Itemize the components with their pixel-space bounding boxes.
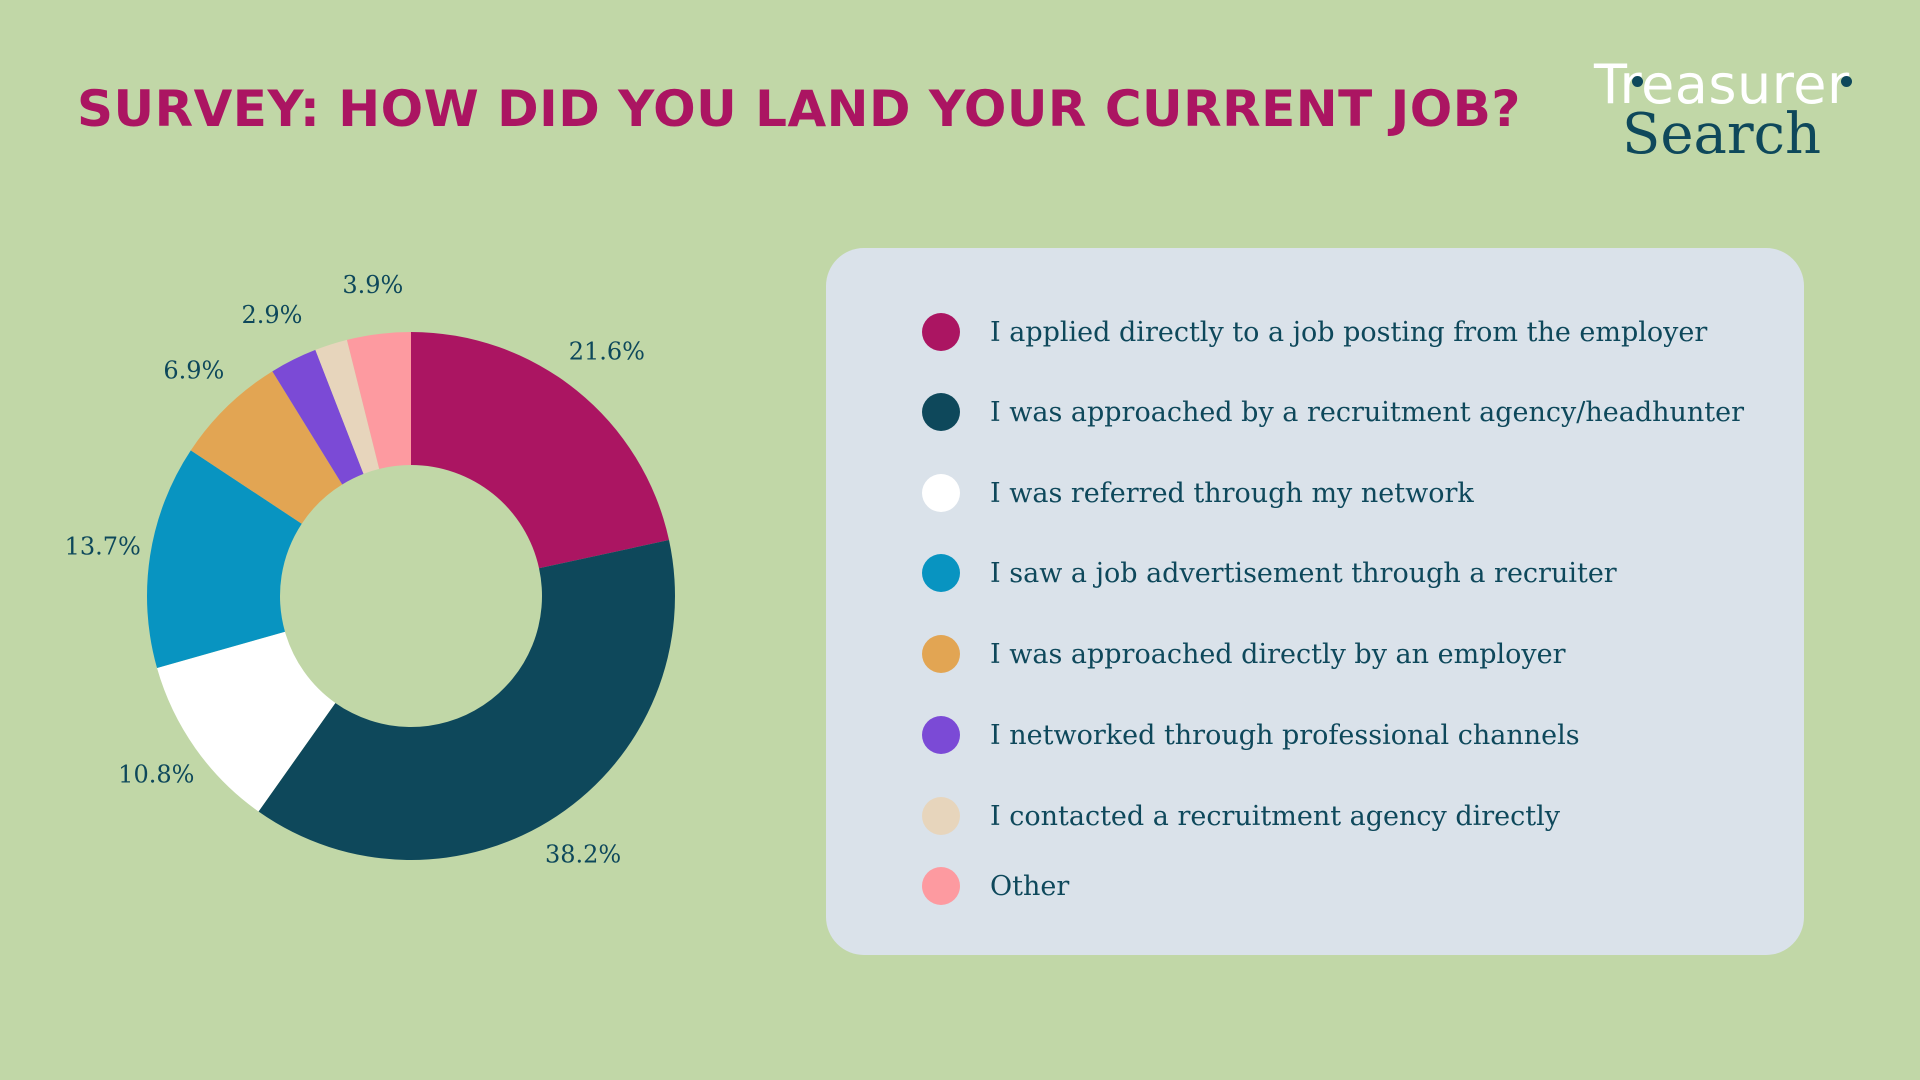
legend-label: I networked through professional channel… [990, 719, 1580, 751]
slice-group [147, 332, 675, 861]
logo-dot-icon [1632, 76, 1643, 87]
donut-chart-svg: 21.6% 38.2% 10.8% 13.7% 6.9% 2.9% 3.9% [65, 271, 675, 869]
donut-slice [346, 332, 411, 469]
treasurer-search-logo: Treasurer Search [1590, 54, 1860, 167]
data-label: 21.6% [569, 338, 645, 366]
legend-label: I contacted a recruitment agency directl… [990, 800, 1561, 832]
legend-item: I was approached directly by an employer [922, 634, 1566, 674]
legend-swatch [922, 716, 960, 754]
legend-label: I was referred through my network [990, 477, 1474, 509]
legend-item: I contacted a recruitment agency directl… [922, 796, 1560, 836]
page-title: SURVEY: HOW DID YOU LAND YOUR CURRENT JO… [77, 80, 1521, 138]
legend-label: I was approached directly by an employer [990, 638, 1566, 670]
donut-chart: 21.6% 38.2% 10.8% 13.7% 6.9% 2.9% 3.9% [0, 260, 820, 920]
logo-dot-icon [1841, 76, 1852, 87]
donut-slice [258, 540, 675, 861]
data-label: 3.9% [342, 271, 403, 299]
legend-swatch [922, 313, 960, 351]
legend-swatch [922, 554, 960, 592]
data-label: 2.9% [241, 301, 302, 329]
legend-item: Other [922, 866, 1069, 906]
legend-panel: I applied directly to a job posting from… [826, 248, 1804, 955]
donut-slice [272, 349, 364, 485]
donut-slice [147, 450, 302, 669]
legend-label: Other [990, 870, 1070, 902]
legend-swatch [922, 867, 960, 905]
legend-label: I saw a job advertisement through a recr… [990, 557, 1617, 589]
data-label: 13.7% [65, 533, 141, 561]
legend-item: I was referred through my network [922, 473, 1474, 513]
legend-swatch [922, 474, 960, 512]
legend-swatch [922, 635, 960, 673]
donut-slice [157, 631, 336, 812]
donut-slice [411, 332, 669, 569]
donut-slice [315, 339, 380, 474]
donut-slice [190, 371, 343, 524]
legend-item: I networked through professional channel… [922, 715, 1580, 755]
logo-line-search: Search [1622, 102, 1822, 167]
legend-swatch [922, 797, 960, 835]
legend-label: I applied directly to a job posting from… [990, 316, 1708, 348]
legend-item: I saw a job advertisement through a recr… [922, 553, 1617, 593]
legend-label: I was approached by a recruitment agency… [990, 396, 1745, 428]
legend-swatch [922, 393, 960, 431]
data-label-group: 21.6% 38.2% 10.8% 13.7% 6.9% 2.9% 3.9% [65, 271, 645, 869]
data-label: 38.2% [545, 841, 621, 869]
legend-item: I was approached by a recruitment agency… [922, 392, 1744, 432]
data-label: 6.9% [163, 356, 224, 384]
legend-item: I applied directly to a job posting from… [922, 312, 1707, 352]
data-label: 10.8% [118, 761, 194, 789]
